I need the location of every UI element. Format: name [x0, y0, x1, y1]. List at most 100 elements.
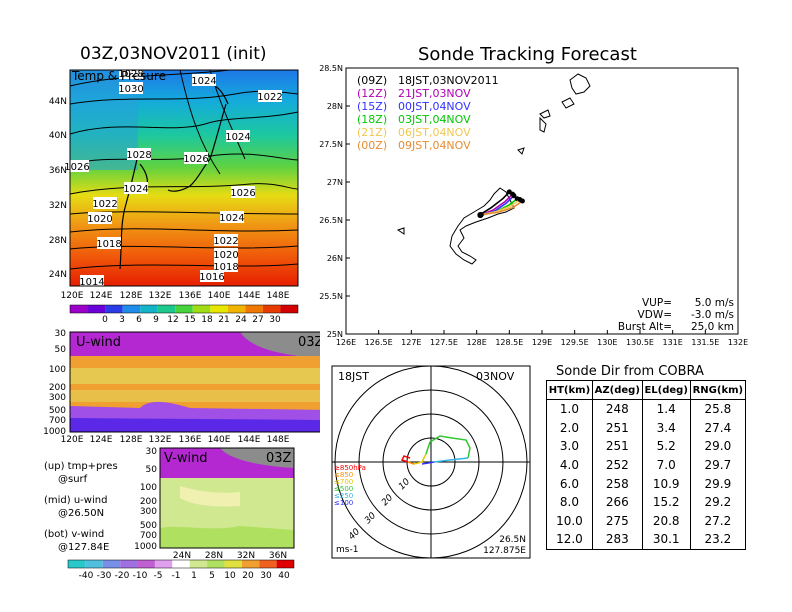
colorbar-block — [87, 305, 106, 313]
svg-text:132E: 132E — [149, 435, 172, 445]
svg-text:30: 30 — [260, 571, 272, 581]
svg-text:136E: 136E — [179, 435, 202, 445]
svg-text:140E: 140E — [208, 435, 231, 445]
svg-text:25.0 km: 25.0 km — [691, 321, 734, 333]
x-tick-label: 129E — [532, 338, 552, 347]
svg-text:1018: 1018 — [96, 239, 121, 250]
svg-text:VDW=: VDW= — [638, 309, 672, 321]
y-tick-label: 26N — [327, 254, 343, 263]
colorbar-block — [210, 305, 228, 313]
svg-text:30: 30 — [146, 447, 158, 457]
svg-text:30: 30 — [55, 329, 67, 339]
svg-text:(21Z): (21Z) — [357, 126, 387, 139]
col-header-ht: HT(km) — [546, 380, 593, 400]
colorbar-block — [245, 305, 263, 313]
colorbar-block — [105, 305, 123, 313]
colorbar-block — [207, 560, 225, 568]
svg-text:21JST,03NOV: 21JST,03NOV — [398, 87, 471, 100]
svg-text:≤100: ≤100 — [334, 499, 353, 507]
polar-pressure-legend: ≥850hPa ≤850 ≤700 ≤500 ≤250 ≤100 — [334, 464, 366, 507]
v-wind-colorbar-blocks — [67, 559, 295, 569]
svg-text:500: 500 — [140, 521, 157, 531]
svg-text:136E: 136E — [179, 291, 202, 301]
x-tick-label: 128E — [467, 338, 487, 347]
polar-hodograph: 10 20 30 40 18JST 03NOV ≥850hPa ≤850 ≤70… — [331, 365, 531, 559]
note-bot: (bot) v-wind @127.84E — [44, 529, 110, 553]
table-row: 10.0 275 20.8 27.2 — [546, 511, 747, 531]
svg-text:1026: 1026 — [64, 162, 89, 173]
map-lon-labels: 120E 124E 128E 132E 136E 140E 144E 148E — [61, 291, 290, 301]
colorbar-block — [189, 560, 208, 568]
temp-colorbar — [69, 304, 299, 314]
svg-text:128E: 128E — [120, 435, 143, 445]
svg-text:148E: 148E — [267, 291, 290, 301]
svg-text:15: 15 — [184, 315, 195, 325]
svg-text:18: 18 — [201, 315, 213, 325]
u-wind-pressure-labels: 30 50 100 200 300 500 700 1000 — [43, 329, 66, 437]
svg-text:100: 100 — [49, 365, 66, 375]
track-endpoint — [519, 198, 525, 204]
colorbar-block — [175, 305, 193, 313]
u-wind-gray-region — [240, 332, 320, 356]
v-wind-lat-labels: 24N 28N 32N 36N — [173, 551, 287, 561]
svg-text:3: 3 — [119, 315, 125, 325]
svg-text:144E: 144E — [238, 435, 261, 445]
colorbar-block — [259, 560, 277, 568]
svg-text:≤250: ≤250 — [334, 492, 353, 500]
svg-text:06JST,04NOV: 06JST,04NOV — [398, 126, 471, 139]
svg-text:09JST,04NOV: 09JST,04NOV — [398, 139, 471, 152]
x-tick-label: 129.5E — [561, 338, 589, 347]
svg-text:500: 500 — [49, 406, 66, 416]
table-row: 2.0 251 3.4 27.4 — [546, 418, 747, 438]
colorbar-block — [262, 305, 281, 313]
svg-text:1020: 1020 — [213, 250, 238, 261]
svg-text:120E: 120E — [61, 291, 84, 301]
svg-text:-10: -10 — [133, 571, 148, 581]
y-tick-label: 27N — [327, 178, 343, 187]
svg-text:-20: -20 — [115, 571, 130, 581]
svg-text:200: 200 — [49, 383, 66, 393]
svg-text:50: 50 — [55, 345, 67, 355]
y-tick-label: 26.5N — [319, 216, 343, 225]
svg-text:≤850: ≤850 — [334, 471, 353, 479]
x-tick-label: 132E — [728, 338, 748, 347]
table-row: 8.0 266 15.2 29.2 — [546, 492, 747, 512]
y-tick-label: 25.5N — [319, 292, 343, 301]
svg-text:(18Z): (18Z) — [357, 113, 387, 126]
svg-text:1: 1 — [191, 571, 197, 581]
svg-text:40N: 40N — [49, 131, 67, 141]
v-wind-section: V-wind 03Z 30 50 100 200 300 500 700 100… — [134, 447, 295, 561]
u-wind-section: U-wind 03Z 30 50 100 200 300 500 700 100… — [43, 329, 320, 445]
map-lat-labels: 44N 40N 36N 32N 28N 24N — [49, 97, 67, 280]
svg-text:≥850hPa: ≥850hPa — [334, 464, 366, 472]
u-wind-jet-band — [70, 368, 320, 384]
svg-text:5.0 m/s: 5.0 m/s — [695, 297, 734, 309]
svg-text:1030: 1030 — [118, 84, 143, 95]
track-line — [481, 200, 523, 216]
col-header-rng: RNG(km) — [689, 380, 747, 400]
svg-text:132E: 132E — [149, 291, 172, 301]
svg-text:124E: 124E — [90, 291, 113, 301]
svg-text:≤700: ≤700 — [334, 478, 353, 486]
x-tick-label: 131.5E — [691, 338, 719, 347]
svg-text:Burst Alt=: Burst Alt= — [618, 321, 672, 333]
v-wind-pressure-labels: 30 50 100 200 300 500 700 1000 — [134, 447, 157, 552]
tracking-axes: 126E 126.5E 127E 127.5E 128E 128.5E 129E 129.5E… — [319, 64, 748, 347]
polar-lon: 127.875E — [483, 546, 526, 556]
track-endpoint — [511, 193, 517, 199]
tracking-chart: 126E 126.5E 127E 127.5E 128E 128.5E 129E 129.5E… — [319, 64, 748, 347]
v-wind-colorbar: -40 -30 -20 -10 -5 -1 1 5 10 20 30 40 — [67, 559, 295, 581]
svg-text:140E: 140E — [208, 291, 231, 301]
svg-text:36N: 36N — [49, 166, 67, 176]
map-title: 03Z,03NOV2011 (init) — [80, 44, 267, 64]
tracking-coast — [396, 73, 591, 265]
svg-text:1026: 1026 — [230, 188, 255, 199]
colorbar-block — [122, 305, 141, 313]
y-tick-label: 28N — [327, 102, 343, 111]
col-header-el: EL(deg) — [641, 380, 691, 400]
x-tick-label: 126E — [336, 338, 356, 347]
tracking-params: VUP= 5.0 m/s VDW= -3.0 m/s Burst Alt= 25… — [618, 297, 734, 333]
tracking-title: Sonde Tracking Forecast — [418, 44, 637, 65]
y-tick-label: 27.5N — [319, 140, 343, 149]
map-label: Temp & Presure — [71, 69, 166, 83]
